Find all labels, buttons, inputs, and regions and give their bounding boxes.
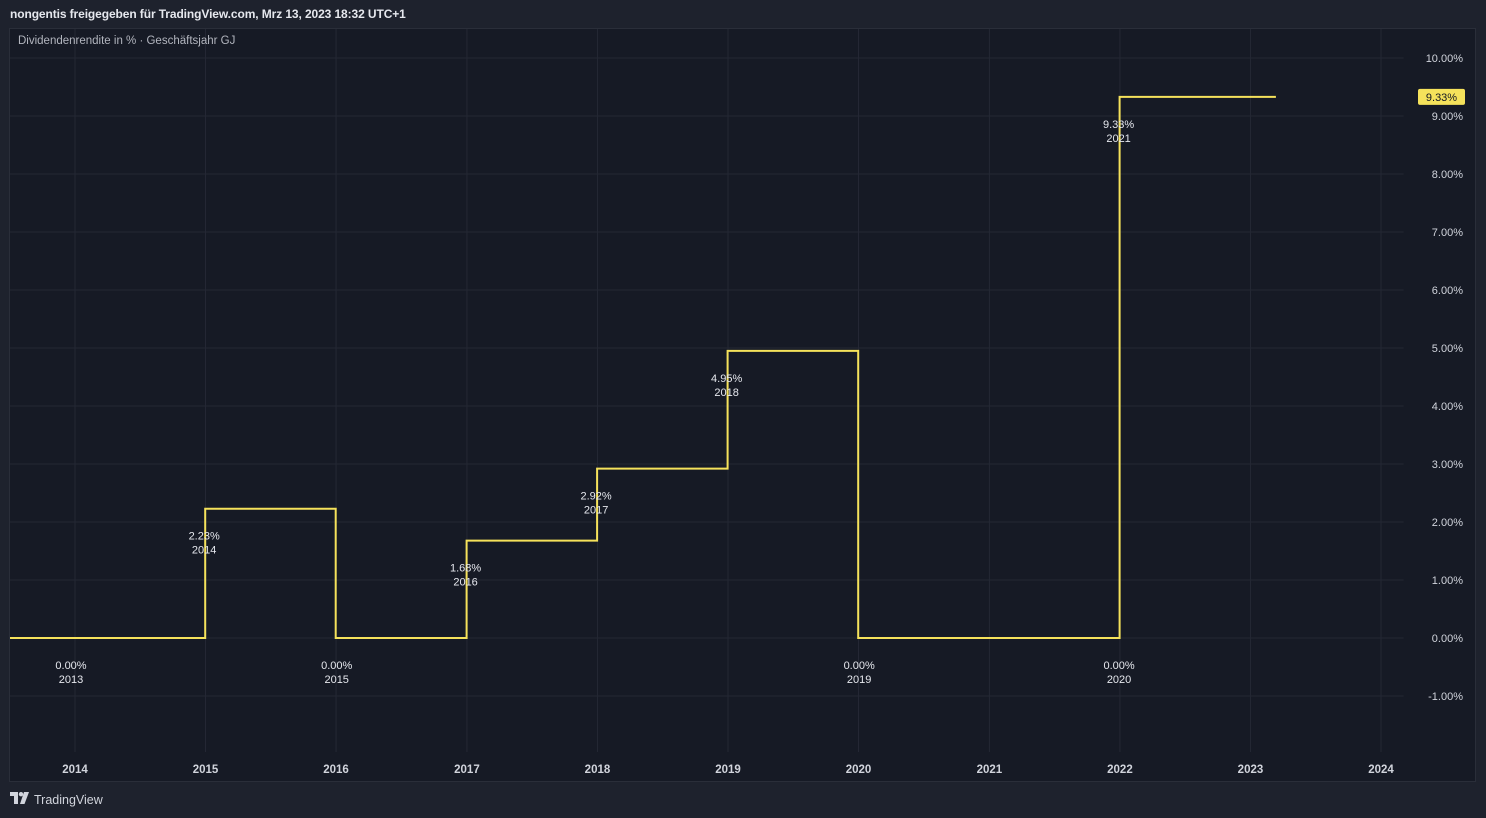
data-label-value: 2.92%: [581, 491, 612, 503]
x-tick-label: 2021: [977, 764, 1003, 776]
last-value-badge-label: 9.33%: [1426, 92, 1457, 104]
data-label-year: 2021: [1106, 133, 1130, 145]
x-tick-label: 2020: [846, 764, 872, 776]
y-tick-label: 3.00%: [1432, 459, 1463, 471]
y-tick-label: 5.00%: [1432, 343, 1463, 355]
x-tick-label: 2019: [715, 764, 741, 776]
data-label-year: 2013: [59, 674, 83, 686]
data-label-year: 2018: [714, 387, 738, 399]
y-tick-label: 7.00%: [1432, 227, 1463, 239]
y-tick-label: 10.00%: [1426, 53, 1464, 65]
y-tick-label: 4.00%: [1432, 401, 1463, 413]
data-label-year: 2020: [1107, 674, 1131, 686]
footer-branding[interactable]: TradingView: [10, 790, 103, 810]
y-tick-label: 6.00%: [1432, 285, 1463, 297]
x-tick-label: 2024: [1368, 764, 1394, 776]
chart-frame[interactable]: [9, 28, 1476, 782]
indicator-legend[interactable]: Dividendenrendite in % · Geschäftsjahr G…: [18, 35, 236, 47]
data-label-value: 0.00%: [321, 660, 352, 672]
header-bar: nongentis freigegeben für TradingView.co…: [0, 0, 1486, 28]
chart-canvas[interactable]: 10.00% 9.00% 8.00% 7.00% 6.00% 5.00% 4.00% 3.00…: [0, 0, 1486, 790]
data-label-year: 2016: [453, 577, 477, 589]
share-info: nongentis freigegeben für TradingView.co…: [10, 7, 406, 21]
x-tick-label: 2014: [62, 764, 88, 776]
y-tick-label: -1.00%: [1428, 691, 1463, 703]
data-label-value: 0.00%: [844, 660, 875, 672]
y-tick-label: 8.00%: [1432, 169, 1463, 181]
tradingview-logo-icon: [10, 791, 30, 809]
data-label-value: 2.23%: [189, 531, 220, 543]
y-tick-label: 9.00%: [1432, 111, 1463, 123]
brand-name: TradingView: [34, 793, 103, 807]
last-value-badge: [1418, 88, 1465, 105]
x-tick-label: 2017: [454, 764, 480, 776]
data-label-value: 4.95%: [711, 373, 742, 385]
y-tick-label: 1.00%: [1432, 575, 1463, 587]
data-label-value: 9.33%: [1103, 119, 1134, 131]
y-tick-label: 0.00%: [1432, 633, 1463, 645]
data-label-year: 2019: [847, 674, 871, 686]
x-tick-label: 2015: [193, 764, 219, 776]
data-label-value: 0.00%: [1103, 660, 1134, 672]
data-label-year: 2017: [584, 505, 608, 517]
data-label-year: 2015: [324, 674, 348, 686]
dividend-yield-step-line: [10, 95, 1276, 639]
x-tick-label: 2018: [585, 764, 611, 776]
y-tick-label: 2.00%: [1432, 517, 1463, 529]
data-label-value: 0.00%: [55, 660, 86, 672]
x-tick-label: 2016: [323, 764, 349, 776]
data-label-year: 2014: [192, 545, 216, 557]
x-tick-label: 2022: [1107, 764, 1133, 776]
x-tick-label: 2023: [1238, 764, 1264, 776]
data-label-value: 1.68%: [450, 563, 481, 575]
